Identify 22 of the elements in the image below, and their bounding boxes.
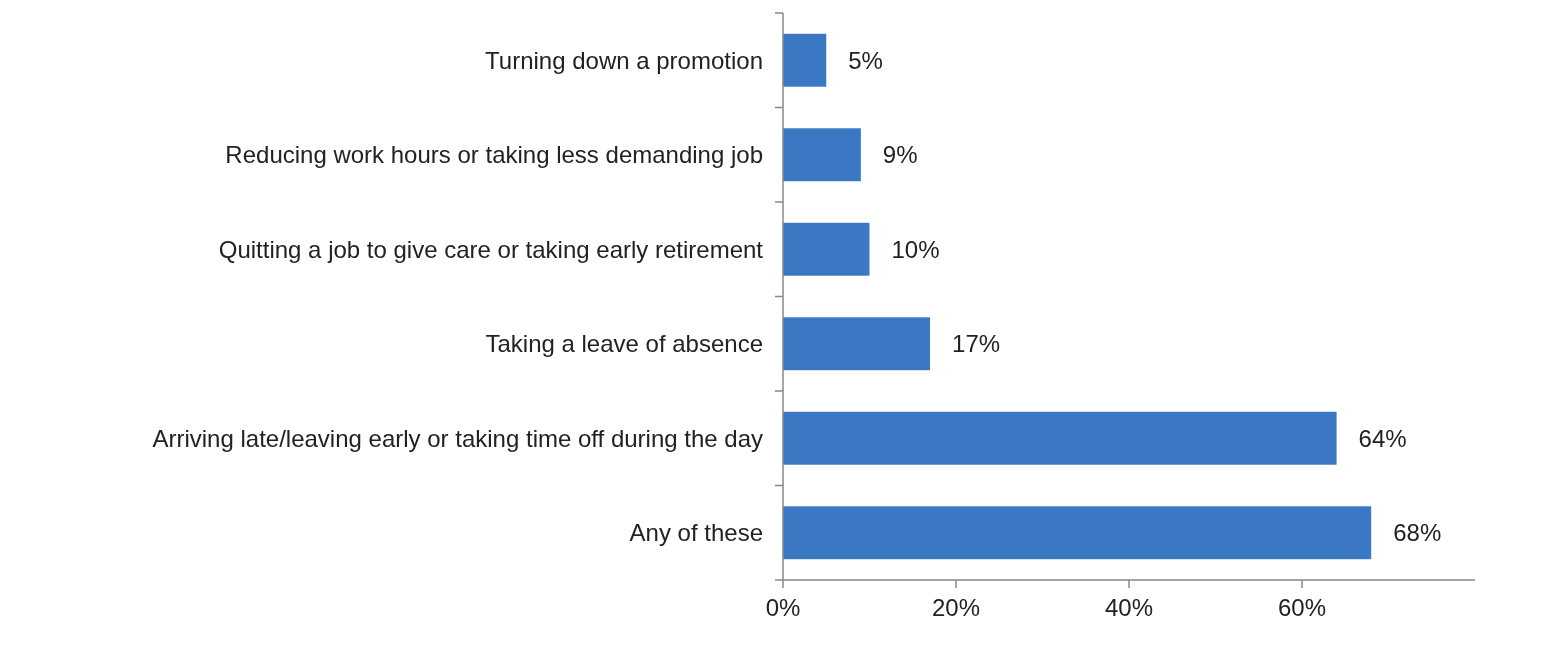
y-tick-label: Reducing work hours or taking less demanding job <box>225 141 763 169</box>
y-tick-label: Arriving late/leaving early or taking time off during the day <box>152 424 763 452</box>
y-tick-label: Any of these <box>629 519 763 547</box>
data-label: 5% <box>848 46 883 74</box>
x-tick-label: 20% <box>931 594 981 621</box>
bar <box>783 33 827 87</box>
x-tick-label: 40% <box>1104 594 1154 621</box>
bar <box>783 222 870 276</box>
bar <box>783 411 1337 465</box>
bar <box>783 506 1372 560</box>
data-label: 64% <box>1358 424 1407 452</box>
data-label: 9% <box>882 141 918 169</box>
x-tick-label: 60% <box>1277 594 1327 621</box>
data-label: 10% <box>891 235 940 263</box>
y-tick-label: Turning down a promotion <box>485 46 763 74</box>
x-tick-label: 0% <box>765 594 801 621</box>
bar <box>783 128 861 182</box>
y-tick-label: Taking a leave of absence <box>485 330 763 358</box>
y-tick-label: Quitting a job to give care or taking early retirement <box>218 235 764 263</box>
data-label: 68% <box>1393 519 1442 547</box>
data-label: 17% <box>952 330 1001 358</box>
bar <box>783 317 931 371</box>
